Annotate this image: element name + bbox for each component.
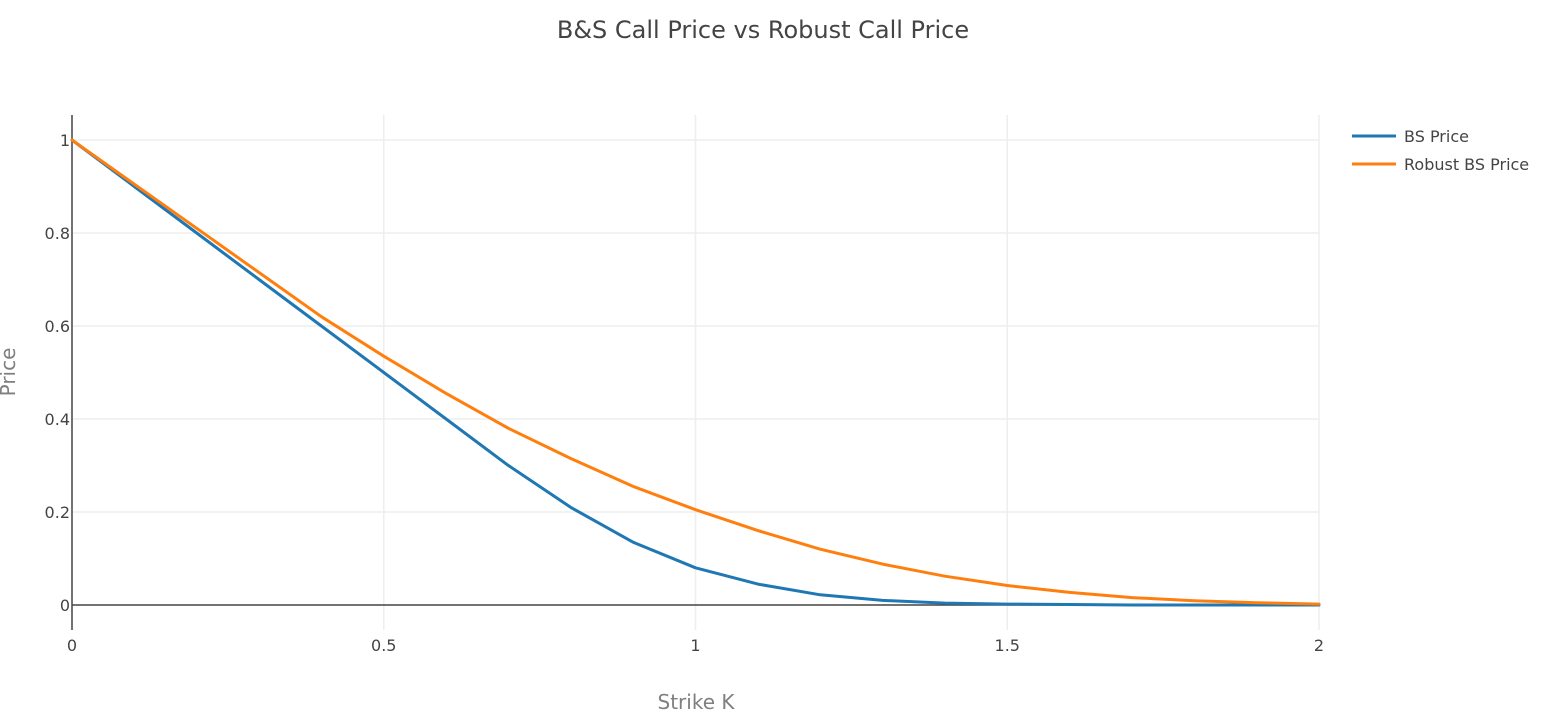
x-tick-label: 2 — [1314, 636, 1324, 655]
legend-item-bs-price[interactable]: BS Price — [1352, 127, 1469, 146]
y-tick-label: 1 — [60, 131, 70, 150]
x-tick-label: 1 — [690, 636, 700, 655]
y-axis-title: Price — [0, 348, 20, 397]
legend-item-robust-bs-price[interactable]: Robust BS Price — [1352, 155, 1529, 174]
y-tick-label: 0.6 — [45, 317, 70, 336]
x-axis-title: Strike K — [658, 690, 736, 714]
legend: BS Price Robust BS Price — [1352, 127, 1529, 174]
y-tick-label: 0.4 — [45, 410, 70, 429]
series-line-bs-price — [70, 138, 1321, 607]
x-tick-label: 0.5 — [371, 636, 396, 655]
chart-title: B&S Call Price vs Robust Call Price — [557, 16, 969, 44]
legend-label: Robust BS Price — [1404, 155, 1529, 174]
plot-area — [70, 138, 1321, 607]
series-line-robust-bs-price — [70, 138, 1321, 606]
x-tick-label: 1.5 — [995, 636, 1020, 655]
tick-labels: 0 0.5 1 1.5 2 0 0.2 0.4 0.6 0.8 1 — [45, 131, 1325, 655]
y-tick-label: 0 — [60, 596, 70, 615]
grid — [72, 115, 1320, 630]
legend-label: BS Price — [1404, 127, 1469, 146]
y-tick-label: 0.2 — [45, 503, 70, 522]
x-tick-label: 0 — [67, 636, 77, 655]
y-tick-label: 0.8 — [45, 224, 70, 243]
